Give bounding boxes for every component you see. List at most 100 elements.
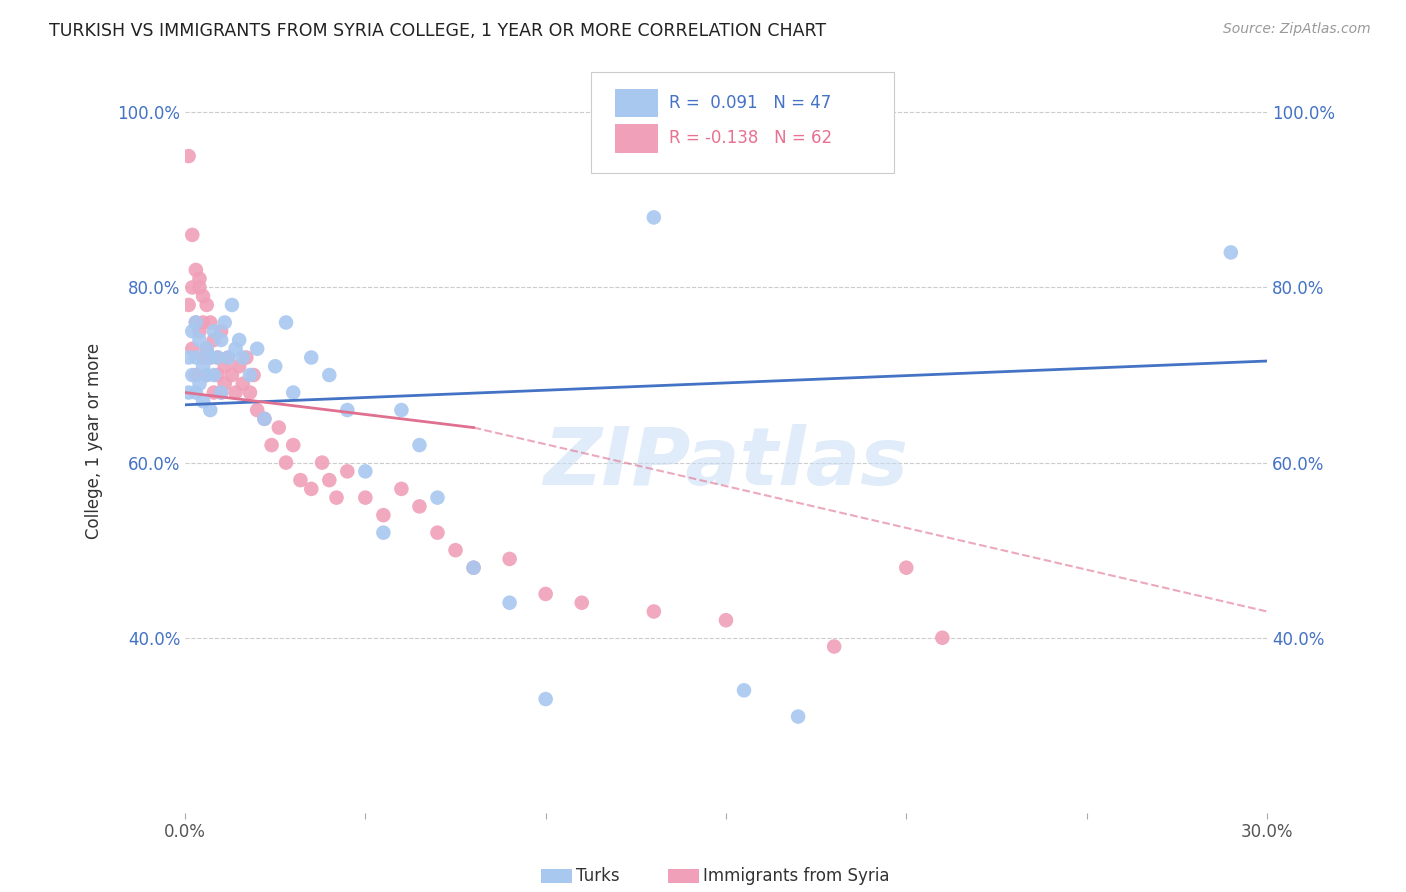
Point — [214, 376, 236, 391]
Point — [225, 342, 247, 356]
Point — [221, 368, 243, 382]
Point — [232, 351, 254, 365]
Text: R = -0.138   N = 62: R = -0.138 N = 62 — [669, 129, 832, 147]
Point — [534, 587, 557, 601]
Point — [191, 289, 214, 303]
Point — [202, 368, 225, 382]
Point — [181, 368, 204, 382]
Point — [253, 412, 276, 426]
Point — [209, 324, 232, 338]
Point — [209, 385, 232, 400]
Point — [391, 482, 413, 496]
Point — [311, 456, 333, 470]
Point — [239, 385, 262, 400]
Point — [714, 613, 737, 627]
Point — [200, 403, 222, 417]
Point — [195, 368, 218, 382]
Point — [823, 640, 845, 654]
Point — [253, 412, 276, 426]
Point — [202, 385, 225, 400]
Text: Source: ZipAtlas.com: Source: ZipAtlas.com — [1223, 22, 1371, 37]
Point — [444, 543, 467, 558]
Point — [283, 385, 305, 400]
Point — [181, 342, 204, 356]
Point — [267, 420, 290, 434]
Point — [264, 359, 287, 374]
Point — [498, 596, 520, 610]
Bar — [614, 88, 658, 117]
Point — [191, 351, 214, 365]
Point — [181, 324, 204, 338]
Y-axis label: College, 1 year or more: College, 1 year or more — [86, 343, 103, 539]
Point — [463, 560, 485, 574]
Point — [217, 351, 239, 365]
Point — [260, 438, 283, 452]
Point — [207, 351, 229, 365]
Point — [188, 376, 211, 391]
Point — [217, 351, 239, 365]
Point — [195, 298, 218, 312]
Point — [202, 324, 225, 338]
Point — [209, 333, 232, 347]
Point — [177, 385, 200, 400]
Point — [188, 280, 211, 294]
Point — [184, 385, 207, 400]
Text: R =  0.091   N = 47: R = 0.091 N = 47 — [669, 94, 831, 112]
Point — [184, 368, 207, 382]
Point — [336, 464, 359, 478]
Point — [181, 280, 204, 294]
Point — [207, 351, 229, 365]
Point — [191, 359, 214, 374]
Point — [225, 385, 247, 400]
Point — [643, 211, 665, 225]
Point — [318, 368, 340, 382]
Point — [246, 403, 269, 417]
Point — [242, 368, 264, 382]
Point — [177, 351, 200, 365]
Point — [426, 491, 449, 505]
Text: TURKISH VS IMMIGRANTS FROM SYRIA COLLEGE, 1 YEAR OR MORE CORRELATION CHART: TURKISH VS IMMIGRANTS FROM SYRIA COLLEGE… — [49, 22, 827, 40]
Point — [643, 605, 665, 619]
Bar — [614, 124, 658, 153]
Point — [202, 333, 225, 347]
Point — [787, 709, 810, 723]
Point — [177, 149, 200, 163]
Point — [228, 333, 250, 347]
Point — [181, 227, 204, 242]
Point — [209, 385, 232, 400]
Point — [534, 692, 557, 706]
FancyBboxPatch shape — [591, 72, 894, 173]
Text: Immigrants from Syria: Immigrants from Syria — [703, 867, 890, 885]
Point — [373, 508, 395, 523]
Point — [354, 491, 377, 505]
Point — [408, 500, 430, 514]
Point — [200, 351, 222, 365]
Point — [200, 351, 222, 365]
Point — [191, 394, 214, 409]
Point — [195, 368, 218, 382]
Point — [391, 403, 413, 417]
Point — [228, 359, 250, 374]
Point — [177, 298, 200, 312]
Point — [896, 560, 918, 574]
Point — [184, 263, 207, 277]
Point — [318, 473, 340, 487]
Point — [325, 491, 347, 505]
Point — [195, 342, 218, 356]
Point — [184, 351, 207, 365]
Point — [1219, 245, 1241, 260]
Point — [571, 596, 593, 610]
Point — [408, 438, 430, 452]
Point — [188, 324, 211, 338]
Point — [191, 316, 214, 330]
Point — [214, 316, 236, 330]
Text: Turks: Turks — [576, 867, 620, 885]
Point — [299, 482, 322, 496]
Point — [246, 342, 269, 356]
Point — [232, 376, 254, 391]
Point — [239, 368, 262, 382]
Point — [184, 316, 207, 330]
Point — [463, 560, 485, 574]
Point — [195, 342, 218, 356]
Point — [290, 473, 312, 487]
